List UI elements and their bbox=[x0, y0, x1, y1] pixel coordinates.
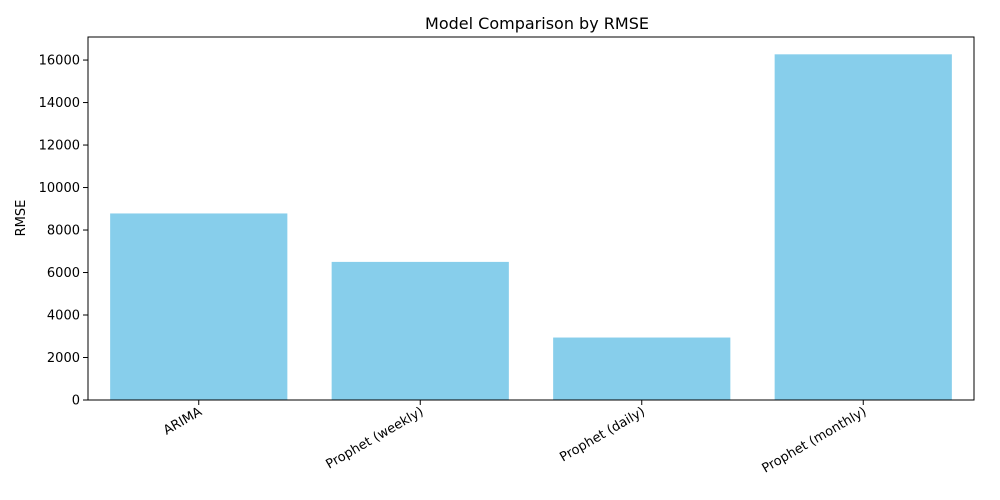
y-axis-ticks: 0 2000 4000 6000 8000 10000 12000 14000 16000 bbox=[39, 54, 88, 409]
y-tick-label: 0 bbox=[72, 394, 80, 409]
x-tick-label: Prophet (monthly) bbox=[760, 404, 870, 476]
y-tick-label: 12000 bbox=[39, 139, 80, 154]
y-axis-label: RMSE bbox=[14, 200, 29, 237]
y-tick-label: 16000 bbox=[39, 54, 80, 69]
bar-prophet-weekly bbox=[331, 261, 509, 400]
y-tick-label: 4000 bbox=[47, 309, 80, 324]
bars-group bbox=[110, 54, 952, 400]
chart-title: Model Comparison by RMSE bbox=[425, 14, 649, 33]
y-tick-label: 10000 bbox=[39, 181, 80, 196]
x-tick-label: Prophet (daily) bbox=[557, 404, 647, 465]
bar-arima bbox=[110, 213, 288, 400]
y-tick-label: 14000 bbox=[39, 96, 80, 111]
y-tick-label: 2000 bbox=[47, 351, 80, 366]
bar-prophet-daily bbox=[553, 337, 731, 400]
y-tick-label: 6000 bbox=[47, 266, 80, 281]
x-tick-label: ARIMA bbox=[161, 404, 205, 438]
bar-prophet-monthly bbox=[774, 54, 952, 400]
y-tick-label: 8000 bbox=[47, 224, 80, 239]
plot-frame bbox=[87, 36, 975, 401]
x-tick-label: Prophet (weekly) bbox=[324, 404, 427, 472]
x-axis-ticks: ARIMA Prophet (weekly) Prophet (daily) Prop… bbox=[161, 400, 869, 476]
